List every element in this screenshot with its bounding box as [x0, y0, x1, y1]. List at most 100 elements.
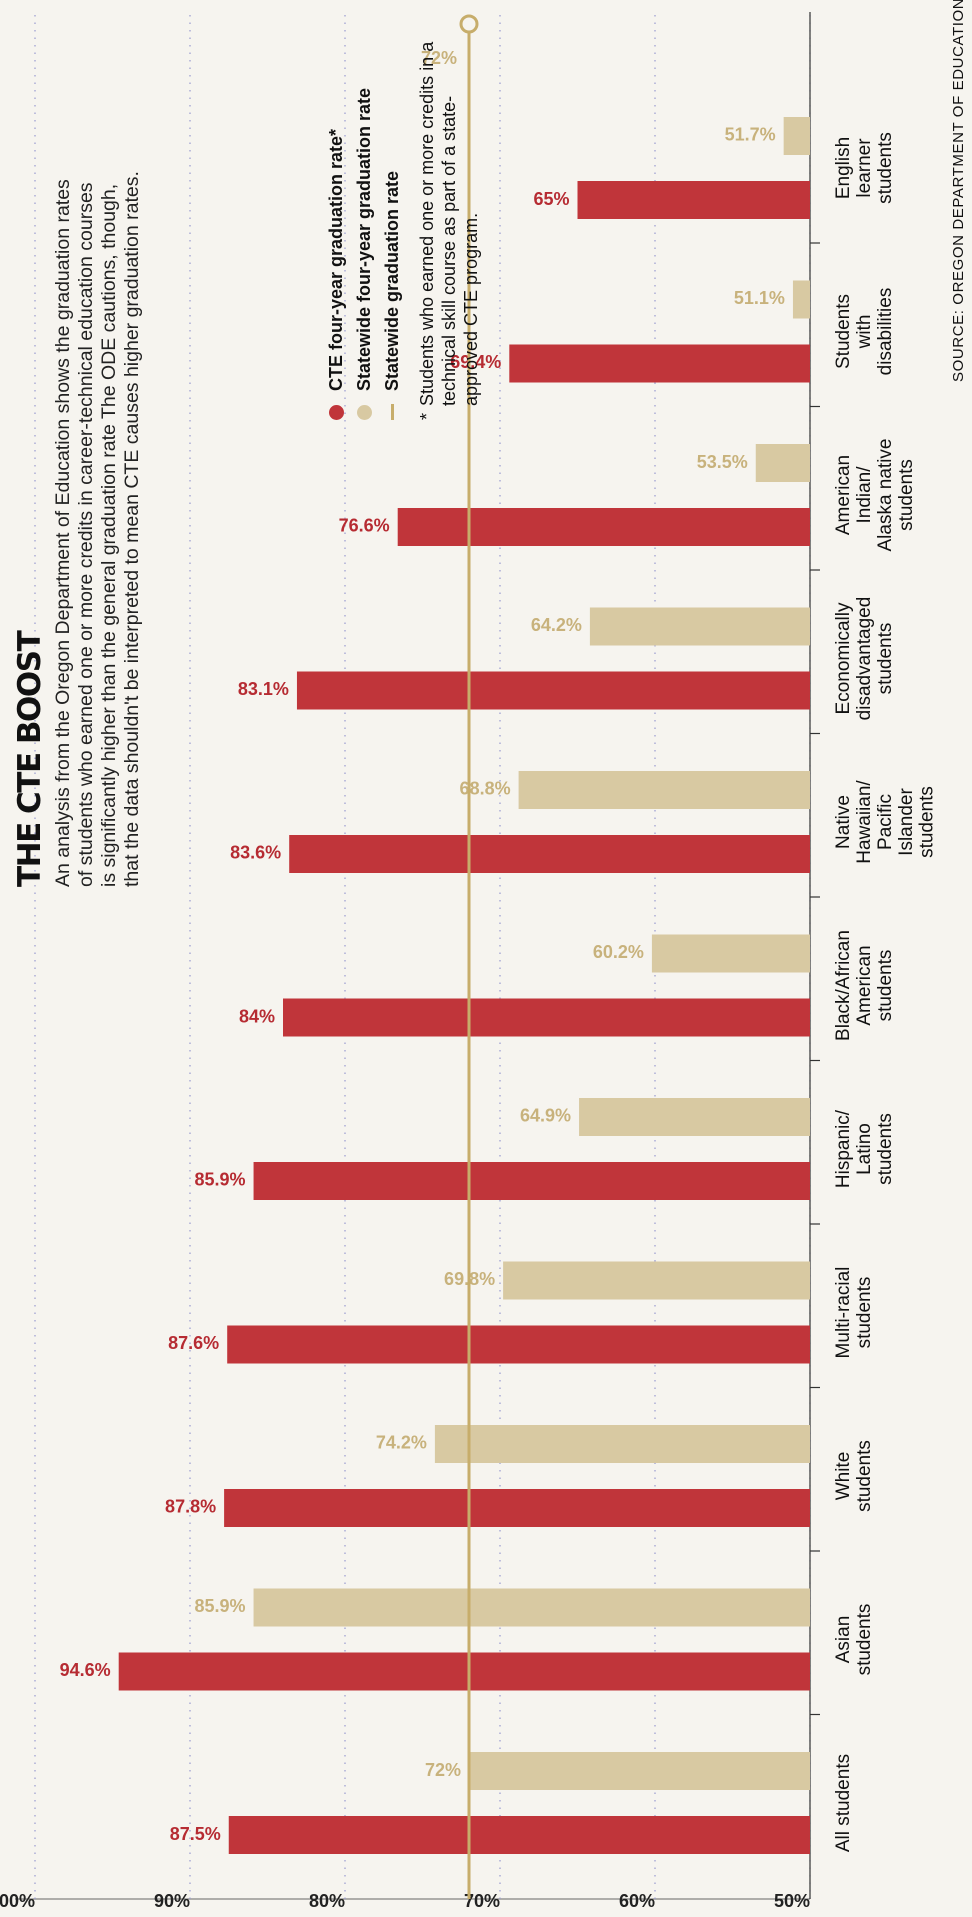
legend-label-reference-line: Statewide graduation rate	[381, 170, 402, 391]
category-label-line: Pacific	[875, 794, 896, 850]
legend-item-statewide: Statewide four-year graduation rate	[350, 40, 378, 420]
category-label-line: Asian	[833, 1616, 854, 1664]
category-label-line: Hispanic/	[833, 1109, 854, 1188]
cte-bar	[253, 1162, 811, 1200]
statewide-value-label: 51.1%	[734, 288, 785, 308]
cte-value-label: 87.6%	[168, 1333, 219, 1353]
category-label-line: Islander	[896, 788, 917, 856]
y-tick-label: 100%	[0, 1891, 35, 1911]
category-label-line: students	[854, 1440, 875, 1512]
statewide-value-label: 60.2%	[593, 942, 644, 962]
category-label-line: disabilities	[875, 288, 896, 376]
statewide-value-label: 64.2%	[531, 615, 582, 635]
source-credit: SOURCE: OREGON DEPARTMENT OF EDUCATION	[950, 0, 967, 382]
category-label: Englishlearnerstudents	[833, 132, 896, 204]
cte-bar	[228, 1816, 810, 1854]
statewide-value-label: 72%	[425, 1760, 461, 1780]
category-label: Asianstudents	[833, 1604, 875, 1676]
statewide-bar	[503, 1261, 810, 1300]
category-label-line: American	[854, 945, 875, 1025]
category-label-line: students	[854, 1604, 875, 1676]
category-label: Economicallydisadvantagedstudents	[833, 597, 896, 721]
category-label: All students	[833, 1754, 854, 1852]
category-label-line: Hawaiian/	[854, 780, 875, 864]
footnote-asterisk: *	[417, 412, 437, 420]
category-label-line: All students	[833, 1754, 854, 1852]
category-label-line: students	[896, 459, 917, 531]
chart-description: An analysis from the Oregon Department o…	[52, 171, 143, 887]
chart-title: THE CTE BOOST	[12, 631, 48, 887]
statewide-value-label: 53.5%	[697, 452, 748, 472]
cte-bar	[397, 508, 810, 546]
statewide-bar	[518, 771, 810, 809]
statewide-bar	[783, 117, 811, 155]
cte-value-label: 87.8%	[165, 1497, 216, 1517]
legend-label-statewide: Statewide four-year graduation rate	[353, 87, 374, 391]
statewide-value-label: 74.2%	[376, 1433, 427, 1453]
cte-value-label: 83.6%	[230, 843, 281, 863]
cte-bar	[227, 1325, 810, 1364]
statewide-value-label: 85.9%	[195, 1596, 246, 1616]
legend-swatch-cte	[328, 405, 344, 420]
category-label-line: Multi-racial	[833, 1267, 854, 1359]
statewide-bar	[469, 1752, 810, 1790]
cte-value-label: 65%	[533, 189, 569, 209]
cte-value-label: 87.5%	[170, 1824, 221, 1844]
category-label: Black/AfricanAmericanstudents	[833, 930, 896, 1041]
statewide-bar	[792, 280, 811, 319]
cte-bar	[118, 1652, 810, 1691]
statewide-value-label: 64.9%	[520, 1106, 571, 1126]
category-label-line: students	[875, 1113, 896, 1185]
cte-value-label: 69.4%	[450, 352, 501, 372]
category-label-line: with	[854, 315, 875, 350]
cte-value-label: 84%	[239, 1006, 275, 1026]
y-tick-label: 50%	[774, 1891, 810, 1911]
category-label: Whitestudents	[833, 1440, 875, 1512]
legend-item-cte: CTE four-year graduation rate*	[322, 40, 350, 420]
cte-bar	[296, 671, 810, 710]
statewide-bar	[589, 607, 811, 646]
category-label-line: students	[917, 786, 938, 858]
legend: CTE four-year graduation rate* Statewide…	[322, 40, 482, 420]
category-label-line: students	[854, 1277, 875, 1349]
statewide-bar	[434, 1425, 810, 1463]
category-label: NativeHawaiian/PacificIslanderstudents	[833, 780, 938, 864]
category-label-line: students	[875, 623, 896, 695]
y-tick-label: 80%	[309, 1891, 345, 1911]
category-label-line: Students	[833, 294, 854, 369]
category-label: Hispanic/Latinostudents	[833, 1109, 896, 1188]
statewide-bar	[253, 1588, 811, 1627]
statewide-bar	[755, 444, 810, 482]
category-label-line: English	[833, 137, 854, 199]
statewide-bar	[579, 1098, 810, 1136]
category-label-line: Native	[833, 795, 854, 849]
category-label-line: Indian/	[854, 466, 875, 524]
statewide-bar	[651, 934, 811, 973]
cte-bar	[577, 181, 810, 219]
category-label-line: Latino	[854, 1123, 875, 1175]
reference-line-label: 72%	[421, 48, 457, 68]
legend-item-reference-line: Statewide graduation rate	[378, 40, 406, 420]
category-label-line: American	[833, 455, 854, 535]
category-label: AmericanIndian/Alaska nativestudents	[833, 438, 917, 551]
category-label-line: White	[833, 1452, 854, 1501]
category-label-line: disadvantaged	[854, 597, 875, 721]
legend-label-cte: CTE four-year graduation rate*	[325, 128, 346, 391]
legend-swatch-reference-line	[390, 404, 394, 420]
y-tick-label: 70%	[464, 1891, 500, 1911]
category-label-line: students	[875, 132, 896, 204]
cte-bar	[289, 835, 810, 873]
category-label-line: learner	[854, 138, 875, 198]
y-tick-label: 90%	[154, 1891, 190, 1911]
category-label-line: Alaska native	[875, 438, 896, 551]
category-label-line: Black/African	[833, 930, 854, 1041]
cte-bar	[224, 1489, 811, 1527]
cte-value-label: 94.6%	[60, 1660, 111, 1680]
cte-value-label: 83.1%	[238, 679, 289, 699]
legend-footnote: * Students who earned one or more credit…	[416, 40, 482, 420]
reference-line-endpoint	[459, 14, 479, 34]
category-label-line: Economically	[833, 602, 854, 714]
cte-bar	[509, 344, 810, 383]
